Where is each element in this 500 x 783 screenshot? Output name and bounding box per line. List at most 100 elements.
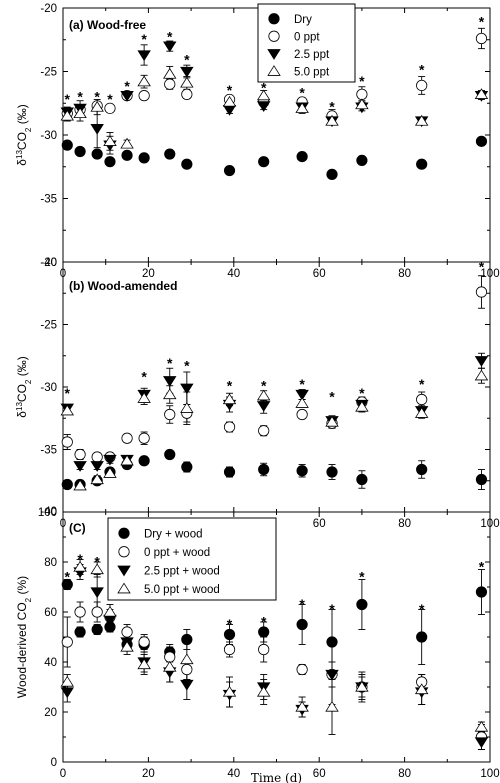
data-point: [181, 461, 193, 473]
data-point: [90, 473, 104, 485]
x-tick-label: 60: [313, 268, 326, 280]
markers-5-0-ppt-wood: [60, 560, 489, 732]
data-point: [222, 105, 237, 116]
x-tick-label: 80: [398, 518, 411, 530]
data-point: [356, 598, 368, 611]
data-point: [475, 135, 488, 147]
data-point: [181, 88, 193, 100]
legend-label: 5.0 ppt + wood: [144, 584, 220, 596]
y-tick-label: -25: [40, 320, 57, 332]
data-point: [325, 114, 339, 126]
significance-star: *: [479, 259, 485, 275]
data-point: [137, 392, 151, 403]
significance-star: *: [227, 82, 233, 98]
data-point: [104, 102, 116, 114]
data-point: [74, 145, 86, 158]
significance-star: *: [94, 554, 100, 570]
legend-label: 0 ppt: [294, 31, 320, 43]
data-point: [164, 408, 176, 421]
panel-3: 0 20 40 60 80 100 0 20 40 60 80 100 (C) Wood-derived …: [15, 507, 500, 783]
data-point: [103, 135, 117, 146]
markers-dry: [61, 135, 488, 180]
data-point: [91, 148, 103, 160]
data-point: [137, 658, 151, 670]
legend-label: 2.5 ppt: [294, 49, 330, 61]
data-point: [90, 461, 104, 472]
y-tick-label: -20: [40, 3, 57, 15]
data-point: [90, 100, 104, 112]
significance-star: *: [184, 357, 190, 373]
x-tick-label: 60: [313, 518, 326, 530]
legend-label: Dry + wood: [144, 528, 202, 540]
data-point: [475, 286, 488, 298]
data-point: [180, 66, 194, 78]
data-point: [256, 389, 271, 401]
data-point: [163, 376, 177, 387]
data-point: [61, 436, 73, 448]
data-point: [256, 685, 271, 697]
legend-label: 5.0 ppt: [294, 66, 330, 78]
data-point: [121, 149, 133, 161]
data-point: [416, 158, 428, 170]
y-tick-label: -25: [40, 67, 57, 79]
data-point: [103, 454, 117, 466]
panel-1: -20-25-30-35-400 20 40 60 80 100(a) Wood-free…: [15, 3, 500, 280]
y-tick-label: 60: [44, 607, 57, 619]
data-point: [326, 168, 338, 180]
significance-star: *: [359, 569, 365, 585]
data-point: [326, 636, 338, 648]
significance-star: *: [419, 601, 425, 617]
data-point: [61, 478, 73, 491]
data-point: [222, 685, 237, 697]
legend-marker: [118, 527, 130, 539]
legend-marker: [117, 565, 131, 577]
significance-star: *: [329, 389, 335, 405]
significance-star: *: [261, 614, 267, 630]
data-point: [474, 369, 489, 381]
significance-star: *: [227, 377, 233, 393]
markers-0-ppt: [61, 286, 488, 463]
data-point: [138, 432, 150, 444]
data-point: [103, 467, 117, 478]
significance-star: *: [77, 88, 83, 104]
data-point: [474, 737, 489, 749]
legend-marker: [268, 30, 280, 42]
data-point: [258, 156, 270, 168]
data-point: [61, 139, 73, 151]
data-point: [223, 466, 236, 478]
data-point: [416, 79, 428, 92]
data-point: [61, 636, 73, 648]
data-point: [164, 78, 176, 90]
data-point: [60, 687, 74, 699]
data-point: [104, 156, 116, 168]
data-point: [73, 560, 87, 572]
legend-marker: [118, 546, 130, 558]
data-point: [137, 50, 151, 62]
data-point: [296, 465, 308, 477]
data-point: [475, 473, 488, 486]
y-tick-label: -40: [40, 506, 57, 518]
panel-title: (C): [69, 521, 86, 535]
significance-star: *: [167, 355, 173, 371]
data-point: [90, 563, 104, 575]
data-point: [74, 606, 86, 618]
y-tick-label: -40: [40, 257, 57, 269]
legend-marker: [267, 49, 281, 60]
plot-frame: [62, 261, 491, 513]
data-point: [222, 95, 237, 107]
x-tick-label: 100: [480, 768, 499, 780]
data-point: [60, 109, 74, 121]
data-point: [326, 466, 338, 478]
data-point: [103, 605, 117, 617]
data-point: [296, 408, 308, 421]
y-tick-label: 100: [38, 507, 57, 519]
significance-star: *: [329, 601, 335, 617]
markers-0-ppt-wood: [61, 606, 488, 743]
data-point: [90, 587, 104, 599]
data-point: [414, 114, 429, 126]
significance-star: *: [299, 85, 305, 101]
data-point: [416, 393, 428, 406]
significance-star: *: [94, 88, 100, 104]
data-point: [325, 415, 339, 427]
data-point: [256, 401, 271, 412]
